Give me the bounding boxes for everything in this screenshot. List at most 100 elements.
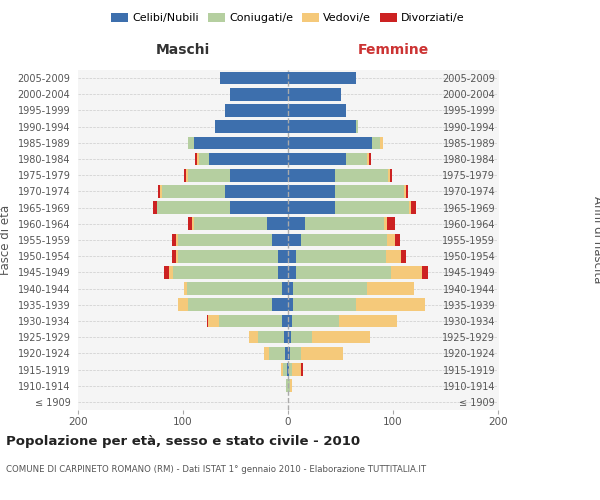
Bar (288, 380, 290, 392)
Bar (225, 104, 288, 117)
Bar (264, 347, 269, 360)
Bar (335, 202, 409, 214)
Bar (292, 363, 301, 376)
Bar (293, 298, 356, 311)
Bar (186, 169, 188, 181)
Bar (285, 347, 288, 360)
Bar (272, 234, 288, 246)
Bar (230, 202, 288, 214)
Bar (305, 218, 383, 230)
Bar (288, 169, 335, 181)
Bar (369, 152, 371, 166)
Bar (176, 234, 178, 246)
Bar (257, 331, 284, 344)
Bar (208, 314, 218, 328)
Bar (288, 72, 356, 85)
Bar (288, 120, 356, 133)
Text: Popolazione per età, sesso e stato civile - 2010: Popolazione per età, sesso e stato civil… (6, 435, 360, 448)
Bar (173, 234, 176, 246)
Bar (288, 331, 291, 344)
Bar (184, 169, 186, 181)
Bar (249, 331, 257, 344)
Bar (288, 152, 346, 166)
Bar (406, 185, 408, 198)
Bar (288, 136, 372, 149)
Bar (215, 120, 288, 133)
Bar (283, 363, 287, 376)
Bar (209, 152, 288, 166)
Bar (284, 331, 288, 344)
Bar (372, 136, 380, 149)
Text: COMUNE DI CARPINETO ROMANO (RM) - Dati ISTAT 1° gennaio 2010 - Elaborazione TUTT: COMUNE DI CARPINETO ROMANO (RM) - Dati I… (6, 465, 426, 474)
Bar (288, 185, 335, 198)
Bar (346, 152, 367, 166)
Bar (277, 266, 288, 278)
Bar (160, 185, 162, 198)
Bar (290, 347, 301, 360)
Bar (301, 347, 343, 360)
Bar (288, 298, 293, 311)
Bar (187, 282, 282, 295)
Bar (230, 88, 288, 101)
Bar (395, 234, 400, 246)
Bar (193, 136, 288, 149)
Bar (301, 363, 303, 376)
Bar (288, 250, 296, 262)
Bar (312, 331, 370, 344)
Bar (301, 234, 387, 246)
Bar (220, 72, 288, 85)
Bar (269, 347, 285, 360)
Bar (230, 169, 288, 181)
Bar (281, 363, 283, 376)
Bar (401, 250, 406, 262)
Bar (409, 202, 411, 214)
Bar (387, 234, 395, 246)
Bar (152, 202, 157, 214)
Bar (290, 380, 292, 392)
Bar (199, 152, 209, 166)
Bar (282, 314, 288, 328)
Bar (288, 202, 335, 214)
Bar (218, 314, 282, 328)
Bar (188, 218, 193, 230)
Bar (422, 266, 428, 278)
Bar (391, 266, 422, 278)
Bar (288, 88, 341, 101)
Text: Femmine: Femmine (358, 43, 428, 57)
Bar (390, 169, 392, 181)
Bar (286, 380, 288, 392)
Bar (387, 218, 395, 230)
Bar (178, 234, 272, 246)
Bar (178, 250, 277, 262)
Bar (292, 314, 340, 328)
Bar (296, 250, 386, 262)
Bar (178, 298, 188, 311)
Bar (169, 266, 173, 278)
Bar (293, 282, 367, 295)
Bar (289, 363, 292, 376)
Bar (288, 314, 292, 328)
Bar (188, 298, 272, 311)
Bar (184, 282, 187, 295)
Bar (383, 218, 387, 230)
Bar (356, 120, 358, 133)
Bar (288, 234, 301, 246)
Bar (335, 169, 388, 181)
Bar (388, 169, 390, 181)
Bar (225, 185, 288, 198)
Bar (288, 363, 289, 376)
Bar (296, 266, 391, 278)
Bar (173, 250, 176, 262)
Bar (288, 218, 305, 230)
Text: Anni di nascita: Anni di nascita (590, 196, 600, 284)
Bar (386, 250, 401, 262)
Bar (282, 282, 288, 295)
Bar (367, 282, 414, 295)
Bar (288, 347, 290, 360)
Bar (272, 298, 288, 311)
Bar (288, 266, 296, 278)
Bar (188, 136, 193, 149)
Bar (277, 250, 288, 262)
Bar (157, 202, 230, 214)
Bar (411, 202, 416, 214)
